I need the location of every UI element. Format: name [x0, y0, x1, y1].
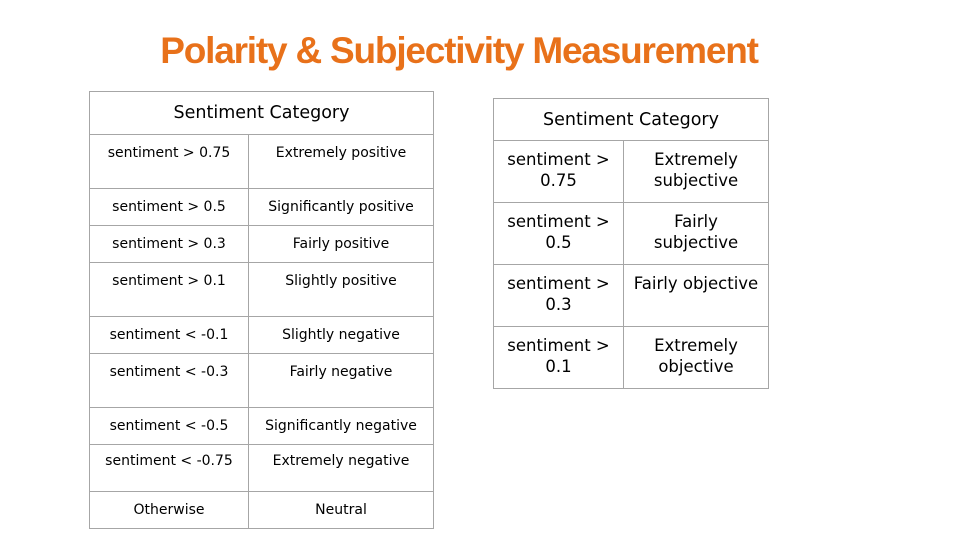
condition-cell: sentiment > 0.5 [493, 202, 624, 265]
category-cell: Extremely positive [248, 134, 434, 189]
polarity-table: Sentiment Category sentiment > 0.75 Extr… [89, 91, 434, 529]
category-cell: Extremely objective [623, 326, 769, 389]
table-row: sentiment < -0.75 Extremely negative [89, 444, 434, 492]
table-header-row: Sentiment Category [493, 98, 769, 141]
category-cell: Significantly positive [248, 188, 434, 226]
table-row: sentiment < -0.1 Slightly negative [89, 316, 434, 354]
condition-cell: Otherwise [89, 491, 249, 529]
table-row: sentiment > 0.5 Significantly positive [89, 188, 434, 226]
table-row: sentiment > 0.75 Extremely positive [89, 134, 434, 189]
condition-cell: sentiment > 0.5 [89, 188, 249, 226]
condition-cell: sentiment < -0.75 [89, 444, 249, 492]
table-row: sentiment > 0.1 Extremely objective [493, 326, 769, 389]
condition-cell: sentiment > 0.1 [493, 326, 624, 389]
category-cell: Extremely subjective [623, 140, 769, 203]
category-cell: Slightly negative [248, 316, 434, 354]
table-header-row: Sentiment Category [89, 91, 434, 135]
category-cell: Fairly subjective [623, 202, 769, 265]
condition-cell: sentiment > 0.3 [89, 225, 249, 263]
condition-cell: sentiment < -0.3 [89, 353, 249, 408]
category-cell: Extremely negative [248, 444, 434, 492]
condition-cell: sentiment > 0.75 [493, 140, 624, 203]
category-cell: Neutral [248, 491, 434, 529]
condition-cell: sentiment < -0.5 [89, 407, 249, 445]
category-cell: Fairly objective [623, 264, 769, 327]
table-row: sentiment > 0.3 Fairly objective [493, 264, 769, 327]
table-header: Sentiment Category [493, 98, 769, 141]
condition-cell: sentiment < -0.1 [89, 316, 249, 354]
table-row: sentiment < -0.3 Fairly negative [89, 353, 434, 408]
category-cell: Fairly positive [248, 225, 434, 263]
table-row: Otherwise Neutral [89, 491, 434, 529]
condition-cell: sentiment > 0.75 [89, 134, 249, 189]
condition-cell: sentiment > 0.3 [493, 264, 624, 327]
table-row: sentiment > 0.5 Fairly subjective [493, 202, 769, 265]
page-title: Polarity & Subjectivity Measurement [160, 30, 759, 71]
subjectivity-table: Sentiment Category sentiment > 0.75 Extr… [493, 98, 769, 389]
table-header: Sentiment Category [89, 91, 434, 135]
table-row: sentiment < -0.5 Significantly negative [89, 407, 434, 445]
table-row: sentiment > 0.3 Fairly positive [89, 225, 434, 263]
category-cell: Fairly negative [248, 353, 434, 408]
table-row: sentiment > 0.1 Slightly positive [89, 262, 434, 317]
table-row: sentiment > 0.75 Extremely subjective [493, 140, 769, 203]
condition-cell: sentiment > 0.1 [89, 262, 249, 317]
category-cell: Significantly negative [248, 407, 434, 445]
category-cell: Slightly positive [248, 262, 434, 317]
